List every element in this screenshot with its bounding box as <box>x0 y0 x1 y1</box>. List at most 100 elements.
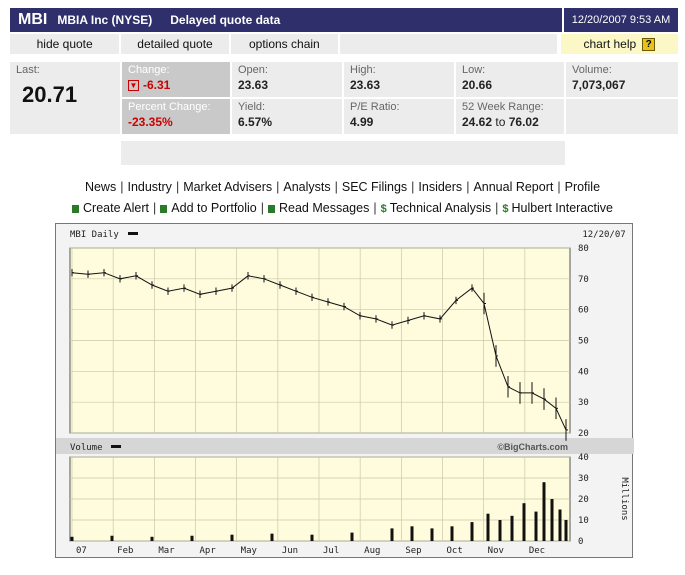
tab-spacer <box>340 34 557 54</box>
month-tick-label: Nov <box>488 546 504 556</box>
volume-tick-label: 40 <box>578 453 589 463</box>
chart-help-label: chart help <box>583 37 637 51</box>
link-technical-analysis[interactable]: Technical Analysis <box>389 201 492 215</box>
volume-bar <box>70 536 74 541</box>
volume-bar <box>534 511 538 541</box>
range-high: 76.02 <box>508 115 539 129</box>
low-cell: Low: 20.66 <box>456 62 564 97</box>
change-cell: Change: ▼ -6.31 <box>122 62 230 97</box>
yield-value: 6.57% <box>238 115 273 129</box>
link-read-messages[interactable]: Read Messages <box>279 201 370 215</box>
price-tick-label: 40 <box>578 367 589 377</box>
dollar-icon: $ <box>380 203 387 215</box>
price-tick-label: 30 <box>578 398 589 408</box>
last-price-cell: Last: 20.71 <box>10 62 120 134</box>
link-hulbert-interactive[interactable]: Hulbert Interactive <box>511 201 613 215</box>
quote-grid: Last: 20.71 Change: ▼ -6.31 Percent Chang… <box>10 62 678 134</box>
month-tick-label: Mar <box>158 546 175 556</box>
month-tick-label: Jun <box>282 546 298 556</box>
pe-label: P/E Ratio: <box>350 101 400 113</box>
chart-date: 12/20/07 <box>582 230 625 240</box>
dollar-icon: $ <box>502 203 509 215</box>
low-label: Low: <box>462 64 486 76</box>
change-label: Change: <box>128 64 170 76</box>
chart-help-button[interactable]: chart help ? <box>560 34 678 54</box>
volume-bar <box>522 503 526 541</box>
blank-bar <box>121 141 565 165</box>
price-series-line <box>71 272 567 431</box>
high-cell: High: 23.63 <box>344 62 454 97</box>
volume-bar <box>510 515 514 541</box>
down-arrow-icon: ▼ <box>128 80 139 92</box>
month-tick-label: May <box>241 546 258 556</box>
volume-bar <box>542 482 546 541</box>
volume-bar <box>450 526 454 541</box>
volume-label: Volume: <box>572 64 612 76</box>
link-news[interactable]: News <box>84 180 117 194</box>
month-tick-label: Feb <box>117 546 133 556</box>
link-create-alert[interactable]: Create Alert <box>83 201 150 215</box>
ticker-symbol: MBI <box>18 11 48 28</box>
last-price: 20.71 <box>22 82 78 107</box>
month-tick-label: 07 <box>76 546 87 556</box>
volume-tick-label: 10 <box>578 516 589 526</box>
volume-bar <box>550 499 554 541</box>
link-insiders[interactable]: Insiders <box>418 180 463 194</box>
range-to: to <box>495 115 506 129</box>
price-tick-label: 50 <box>578 337 589 347</box>
volume-bar <box>270 533 274 541</box>
volume-bar <box>190 535 194 541</box>
calculator-icon <box>72 204 80 213</box>
volume-bar <box>350 532 354 541</box>
help-icon: ? <box>642 37 656 51</box>
range-low: 24.62 <box>462 115 493 129</box>
link-analysts[interactable]: Analysts <box>283 180 331 194</box>
hide-quote-tab[interactable]: hide quote <box>10 34 120 54</box>
link-sec-filings[interactable]: SEC Filings <box>341 180 408 194</box>
price-tick-label: 80 <box>578 244 589 254</box>
open-label: Open: <box>238 64 268 76</box>
chart-credit: ©BigCharts.com <box>497 442 568 452</box>
quote-tabs: hide quote detailed quote options chain … <box>10 34 678 54</box>
link-industry[interactable]: Industry <box>127 180 172 194</box>
link-profile[interactable]: Profile <box>564 180 601 194</box>
volume-legend-swatch <box>111 445 121 448</box>
volume-bar <box>430 528 434 541</box>
percent-change-value: -23.35% <box>128 115 173 129</box>
link-add-to-portfolio[interactable]: Add to Portfolio <box>171 201 257 215</box>
high-label: High: <box>350 64 376 76</box>
price-legend-swatch <box>128 232 138 235</box>
volume-value: 7,073,067 <box>572 78 626 92</box>
calculator-icon <box>268 204 275 213</box>
options-chain-tab[interactable]: options chain <box>230 34 339 54</box>
volume-bar <box>230 534 234 541</box>
link-annual-report[interactable]: Annual Report <box>473 180 554 194</box>
price-chart-title: MBI Daily <box>70 230 119 240</box>
range-label: 52 Week Range: <box>462 101 544 113</box>
volume-bar <box>558 509 562 541</box>
volume-bar <box>390 528 394 541</box>
open-value: 23.63 <box>238 78 269 92</box>
price-tick-label: 60 <box>578 306 589 316</box>
volume-tick-label: 20 <box>578 495 589 505</box>
month-tick-label: Dec <box>529 546 545 556</box>
link-market-advisers[interactable]: Market Advisers <box>183 180 273 194</box>
low-value: 20.66 <box>462 78 493 92</box>
volume-header-bar <box>56 438 634 454</box>
company-name: MBIA Inc (NYSE) <box>57 13 153 27</box>
empty-cell <box>566 99 678 134</box>
detailed-quote-tab[interactable]: detailed quote <box>121 34 229 54</box>
volume-chart-title: Volume <box>70 443 103 453</box>
percent-change-label: Percent Change: <box>128 101 211 113</box>
stock-chart[interactable]: MBI Daily 12/20/07 Volume ©BigCharts.com… <box>55 223 634 558</box>
volume-bar <box>310 534 314 541</box>
pe-cell: P/E Ratio: 4.99 <box>344 99 454 134</box>
volume-cell: Volume: 7,073,067 <box>566 62 678 97</box>
change-value: -6.31 <box>143 78 171 92</box>
price-tick-label: 70 <box>578 275 589 285</box>
chart-svg: MBI Daily 12/20/07 Volume ©BigCharts.com… <box>56 230 634 556</box>
range-cell: 52 Week Range: 24.62 to 76.02 <box>456 99 564 134</box>
month-tick-label: Jul <box>323 546 339 556</box>
quote-links: News | Industry | Market Advisers | Analysts | S… <box>84 180 601 194</box>
yield-label: Yield: <box>238 101 266 113</box>
